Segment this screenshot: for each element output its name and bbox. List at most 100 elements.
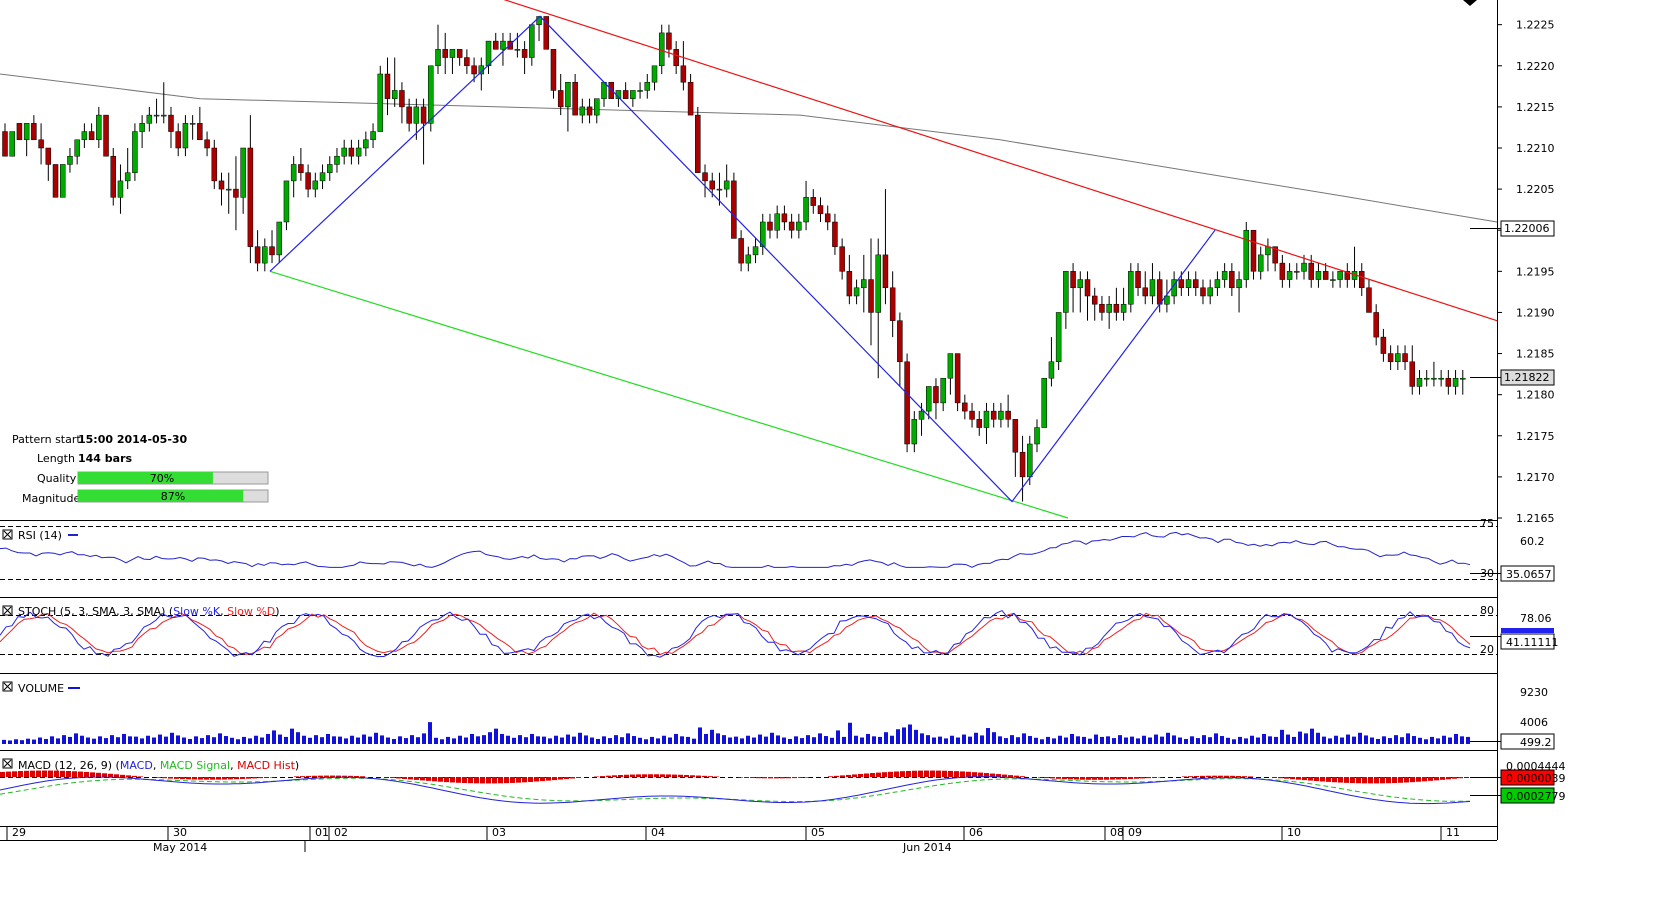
- macd-hist-bar: [702, 775, 707, 777]
- candle-body: [990, 410, 997, 420]
- candle-body: [1091, 295, 1098, 305]
- macd-hist-bar: [738, 777, 743, 778]
- macd-hist-bar: [870, 773, 875, 777]
- candle-body: [1286, 271, 1293, 280]
- volume-bar: [206, 735, 210, 744]
- candle-body: [312, 180, 319, 190]
- candle-body: [384, 73, 391, 99]
- volume-bar: [1178, 737, 1182, 744]
- macd-hist-bar: [294, 776, 299, 777]
- volume-bar: [914, 729, 918, 744]
- rsi-panel: RSI (14) 75 60.2 30 35.0657: [0, 517, 1555, 582]
- macd-hist-bar: [888, 771, 893, 777]
- volume-bar: [956, 737, 960, 744]
- macd-value-tag: [1500, 787, 1555, 804]
- macd-hist-bar: [120, 774, 125, 777]
- volume-bar: [902, 727, 906, 744]
- volume-bar: [650, 736, 654, 744]
- macd-hist-bar: [636, 774, 641, 777]
- price-axis: 1.22251.22201.22151.22101.22051.22001.21…: [1497, 19, 1555, 525]
- candle-body: [96, 114, 102, 141]
- volume-bar: [1088, 738, 1092, 744]
- candle-body: [1135, 271, 1141, 289]
- macd-hist-bar: [456, 777, 461, 783]
- candle-body: [262, 246, 268, 264]
- volume-bar: [362, 734, 366, 744]
- macd-hist-bar: [486, 777, 491, 784]
- candle-body: [341, 147, 347, 157]
- macd-hist-bar: [240, 777, 245, 779]
- macd-hist-bar: [792, 777, 797, 779]
- candle-body: [1243, 229, 1250, 280]
- macd-line: [0, 776, 1471, 805]
- macd-hist-bar: [834, 775, 839, 777]
- ma-path: [0, 73, 1498, 223]
- macd-legend-hist: MACD Hist: [237, 759, 296, 772]
- macd-hist-bar: [1152, 777, 1157, 778]
- collapse-arrow-icon[interactable]: [1463, 0, 1477, 6]
- candle-body: [1034, 427, 1040, 445]
- candle-body: [1265, 246, 1271, 256]
- volume-bar: [602, 736, 606, 744]
- macd-hist-bar: [354, 776, 359, 777]
- ma-price-tag: 1.22006: [1470, 220, 1555, 237]
- stoch-toggle-icon[interactable]: [3, 606, 12, 615]
- quality-bar-fill: [78, 472, 213, 484]
- candle-body: [695, 114, 701, 173]
- macd-hist-bar: [1350, 777, 1355, 784]
- macd-hist-bar: [24, 770, 29, 777]
- candle-body: [1185, 279, 1192, 289]
- macd-hist-bar: [216, 777, 221, 780]
- moving-average-line: [0, 73, 1498, 223]
- candle-body: [110, 155, 117, 198]
- rsi-label: RSI (14): [18, 529, 62, 542]
- stoch-label: STOCH (5, 3, SMA, 3, SMA) (Slow %K, Slow…: [18, 605, 280, 618]
- candle-body: [1423, 377, 1430, 380]
- macd-hist-bar: [1368, 777, 1373, 784]
- candle-body: [1279, 262, 1286, 280]
- macd-hist-bar: [156, 777, 161, 778]
- volume-bar: [482, 735, 486, 744]
- candle-body: [969, 410, 975, 420]
- volume-toggle-icon[interactable]: [3, 682, 12, 691]
- macd-hist-bar: [252, 777, 257, 779]
- candle-body: [925, 386, 932, 412]
- candle-body: [1358, 271, 1365, 289]
- macd-hist-bar: [84, 771, 89, 777]
- macd-hist-bar: [1284, 777, 1289, 779]
- stoch-k-tag: [1501, 628, 1554, 633]
- candle-body: [940, 377, 946, 404]
- volume-bar: [26, 738, 30, 744]
- volume-bar: [1418, 737, 1422, 744]
- candle-body: [464, 57, 470, 67]
- macd-hist-bar: [492, 777, 497, 784]
- macd-toggle-icon[interactable]: [3, 759, 12, 768]
- stoch-slow-k-line: [0, 609, 1471, 658]
- volume-bar: [1034, 737, 1038, 744]
- macd-hist-bar: [48, 770, 53, 777]
- volume-bar: [1358, 732, 1362, 744]
- candle-body: [709, 180, 715, 190]
- volume-bar: [524, 737, 528, 744]
- macd-hist-bar: [336, 775, 341, 777]
- candle-body: [247, 147, 254, 247]
- macd-hist-bar: [1068, 777, 1073, 780]
- candle-body: [391, 90, 398, 99]
- volume-bar: [1448, 737, 1452, 744]
- rsi-toggle-icon[interactable]: [3, 530, 12, 539]
- volume-bar: [806, 735, 810, 744]
- candle-body: [74, 139, 80, 157]
- candle-body: [1236, 279, 1242, 289]
- day-tick-label: 05: [811, 826, 825, 839]
- macd-hist-bar: [72, 771, 77, 777]
- candle-body: [1041, 377, 1047, 428]
- macd-hist-bar: [12, 771, 17, 777]
- volume-bar: [176, 735, 180, 744]
- volume-bar: [1190, 736, 1194, 744]
- candle-body: [521, 49, 528, 58]
- volume-bar: [104, 738, 108, 744]
- volume-bar: [824, 736, 828, 744]
- macd-hist-bar: [342, 775, 347, 777]
- volume-bar: [836, 730, 840, 744]
- candle-body: [1373, 312, 1379, 338]
